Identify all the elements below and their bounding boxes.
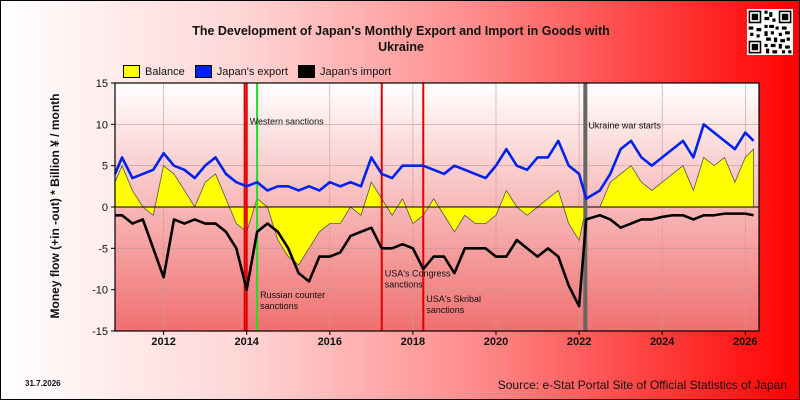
event-label-1-line2: sanctions: [260, 301, 299, 311]
source-note: Source: e-Stat Portal Site of Official S…: [497, 378, 787, 392]
y-tick-label: 10: [96, 119, 108, 131]
x-tick-label: 2018: [401, 336, 425, 348]
legend-label-balance: Balance: [145, 65, 185, 78]
y-tick-label: 0: [102, 202, 108, 214]
event-label-4-line2: sanctions: [426, 305, 465, 315]
y-tick-label: 5: [102, 161, 108, 173]
x-tick-label: 2016: [318, 336, 342, 348]
legend-item-balance: Balance: [123, 65, 185, 78]
chart-legend: Balance Japan's export Japan's import: [123, 65, 401, 78]
event-label-1: Russian counter: [260, 290, 325, 300]
chart-title: The Development of Japan's Monthly Expor…: [141, 23, 661, 55]
chart-title-line2: Ukraine: [378, 40, 424, 54]
legend-swatch-export: [194, 65, 212, 78]
x-tick-label: 2026: [733, 336, 757, 348]
series-export-line: [113, 123, 755, 201]
legend-item-export: Japan's export: [194, 65, 288, 78]
qr-code-icon: [747, 9, 793, 55]
event-label-3-line2: sanctions: [385, 279, 424, 289]
x-tick-label: 2024: [650, 336, 675, 348]
chart-title-line1: The Development of Japan's Monthly Expor…: [192, 24, 610, 38]
event-label-3: USA's Congress: [385, 268, 451, 278]
series-import-line: [115, 212, 754, 308]
x-tick-label: 2014: [234, 336, 259, 348]
y-tick-label: 15: [96, 78, 108, 90]
y-tick-label: -15: [92, 326, 108, 338]
x-tick-label: 2022: [567, 336, 591, 348]
event-label-5: Ukraine war starts: [588, 120, 661, 130]
legend-label-export: Japan's export: [216, 65, 288, 78]
y-tick-label: -5: [98, 243, 108, 255]
legend-swatch-import: [297, 65, 315, 78]
legend-swatch-balance: [123, 65, 140, 78]
date-stamp: 31.7.2026: [25, 379, 61, 388]
x-tick-label: 2012: [151, 336, 175, 348]
event-label-4: USA's Skribal: [426, 294, 481, 304]
y-tick-label: -10: [92, 285, 108, 297]
x-tick-label: 2020: [484, 336, 508, 348]
event-label-2: Western sanctions: [250, 116, 324, 126]
legend-label-import: Japan's import: [319, 65, 392, 78]
legend-item-import: Japan's import: [297, 65, 392, 78]
